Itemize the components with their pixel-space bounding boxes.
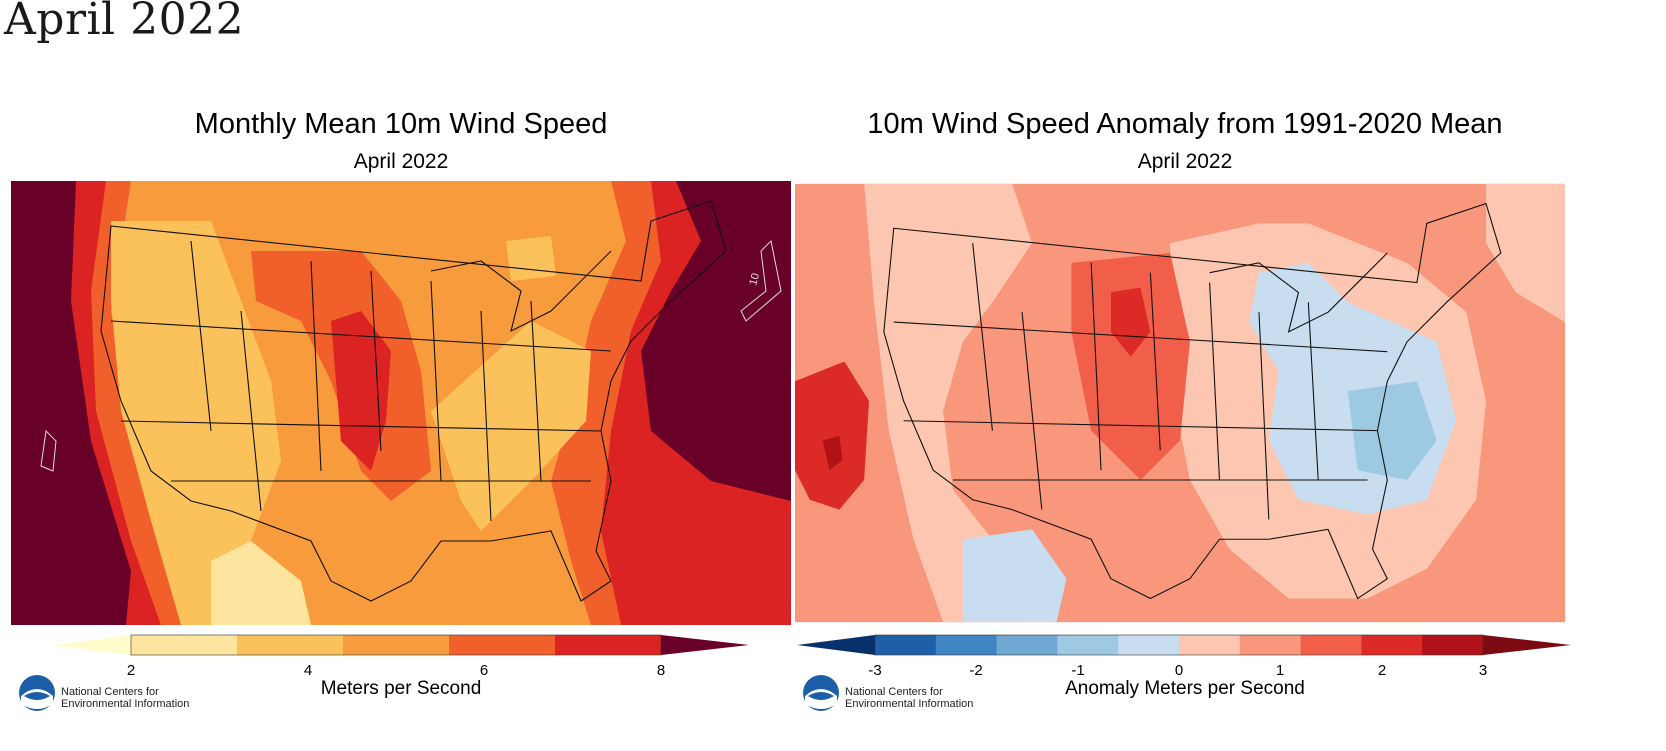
colorbar-tick-label: -2 (969, 662, 983, 679)
colorbar-frame (874, 634, 1484, 656)
colorbar-tick-label: -3 (868, 662, 882, 679)
colorbar-tick-label: 3 (1478, 662, 1488, 679)
colorbar-bin (343, 635, 450, 655)
wind-speed-map-panel: Monthly Mean 10m Wind Speed April 2022 1… (11, 100, 791, 751)
colorbar-bin (1239, 635, 1302, 655)
noaa-logo-icon (803, 675, 839, 711)
colorbar-bin (1422, 635, 1484, 655)
map-subtitle: April 2022 (353, 150, 449, 173)
ncei-credit-line: Environmental Information (845, 698, 974, 710)
coastal-negative-zone (1347, 381, 1437, 480)
colorbar-bin (1179, 635, 1241, 655)
colorbar-max-cap (1483, 635, 1571, 655)
southwest-zone-3-4 (211, 541, 311, 625)
colorbar-tick-label: 6 (479, 662, 489, 679)
map-title: 10m Wind Speed Anomaly from 1991-2020 Me… (867, 108, 1503, 140)
colorbar-tick-label: 0 (1174, 662, 1184, 679)
colorbar-bin (1361, 635, 1423, 655)
ncei-credit: National Centers for Environmental Infor… (845, 686, 973, 710)
colorbar-min-cap (797, 635, 875, 655)
pacific-zone-1-5-2 (795, 361, 870, 510)
colorbar-units-label: Meters per Second (320, 678, 482, 699)
us-boundaries (883, 202, 1502, 600)
map-title: Monthly Mean 10m Wind Speed (194, 108, 608, 140)
colorbar-min-cap (53, 635, 131, 655)
southwest-negative-zone (962, 529, 1067, 623)
northeast-zone-0-1 (1486, 183, 1565, 323)
colorbar (53, 634, 749, 656)
colorbar-bin (1118, 635, 1180, 655)
wind-speed-map: 10 (11, 181, 791, 625)
colorbar-tick-label: 1 (1275, 662, 1285, 679)
colorbar-bin (131, 635, 238, 655)
east-zone-4-5 (431, 321, 591, 531)
colorbar-bin (237, 635, 344, 655)
plains-zone-1-1-5 (1071, 252, 1190, 480)
colorbar-bin (996, 635, 1058, 655)
north-zone-4-5 (506, 236, 556, 281)
wind-anomaly-map-panel: 10m Wind Speed Anomaly from 1991-2020 Me… (795, 100, 1575, 751)
colorbar-bin (1300, 635, 1362, 655)
colorbar-tick-label: 2 (126, 662, 136, 679)
colorbar-tick-label: 4 (303, 662, 313, 679)
noaa-logo-icon (19, 675, 55, 711)
contour-label: 10 (747, 272, 762, 287)
colorbar-bin (449, 635, 556, 655)
west-zone-0-1 (864, 183, 1032, 623)
colorbar-bin (1057, 635, 1119, 655)
colorbar-units-label: Anomaly Meters per Second (1065, 678, 1305, 699)
colorbar-bins (53, 635, 749, 655)
map-subtitle: April 2022 (1137, 150, 1233, 173)
ncei-credit-line: National Centers for (61, 686, 159, 698)
ncei-credit-line: National Centers for (845, 686, 943, 698)
colorbar-max-cap (661, 635, 749, 655)
page-title: April 2022 (4, 0, 245, 45)
colorbar-bins (797, 635, 1571, 655)
colorbar-bin (935, 635, 998, 655)
pacific-zone-2-2-5 (822, 435, 843, 471)
colorbar-bin (555, 635, 662, 655)
colorbar-tick-label: -1 (1071, 662, 1085, 679)
atlantic-max-zone (641, 181, 791, 501)
plains-zone-1-5-2 (1110, 287, 1151, 357)
colorbar-bin (875, 635, 937, 655)
colorbar (797, 634, 1571, 656)
wind-anomaly-map (795, 183, 1565, 623)
colorbar-tick-label: 2 (1377, 662, 1387, 679)
plains-zone-7-8 (331, 311, 391, 471)
ncei-credit-line: Environmental Information (61, 698, 190, 710)
ncei-credit: National Centers for Environmental Infor… (61, 686, 189, 710)
ocean-contour (40, 239, 782, 472)
pacific-max-zone (11, 181, 131, 625)
us-boundaries (100, 200, 727, 602)
colorbar-frame (130, 634, 662, 656)
colorbar-tick-label: 8 (656, 662, 666, 679)
